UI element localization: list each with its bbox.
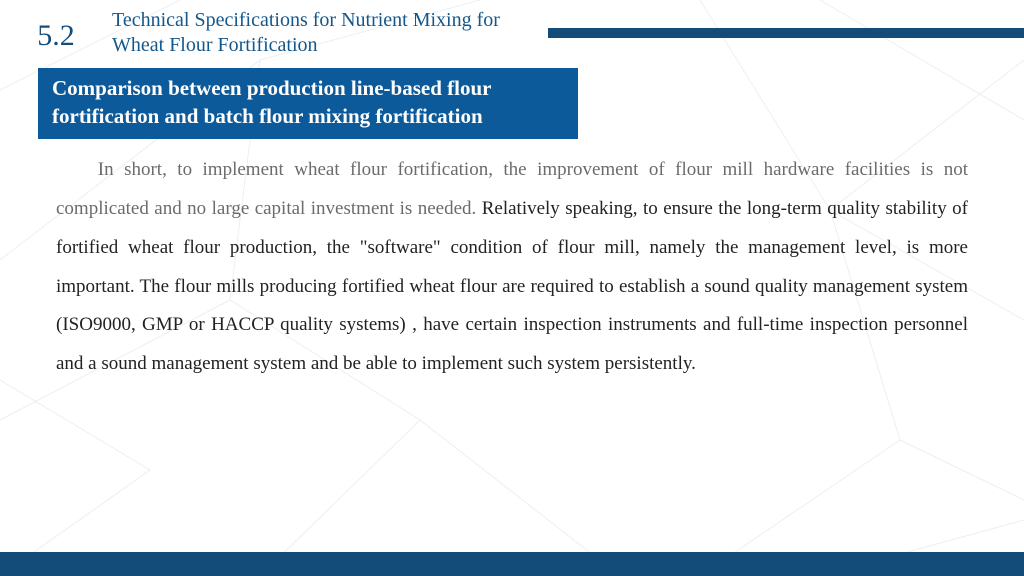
slide-header: 5.2 Technical Specifications for Nutrien… (0, 0, 1024, 60)
slide-subtitle: Comparison between production line-based… (38, 68, 578, 139)
footer-bar (0, 552, 1024, 576)
section-number: 5.2 (0, 13, 112, 53)
section-title: Technical Specifications for Nutrient Mi… (112, 6, 542, 60)
header-rule (548, 28, 1024, 38)
main-body-text: Relatively speaking, to ensure the long-… (56, 198, 968, 375)
body-paragraph: In short, to implement wheat flour forti… (0, 151, 1024, 385)
